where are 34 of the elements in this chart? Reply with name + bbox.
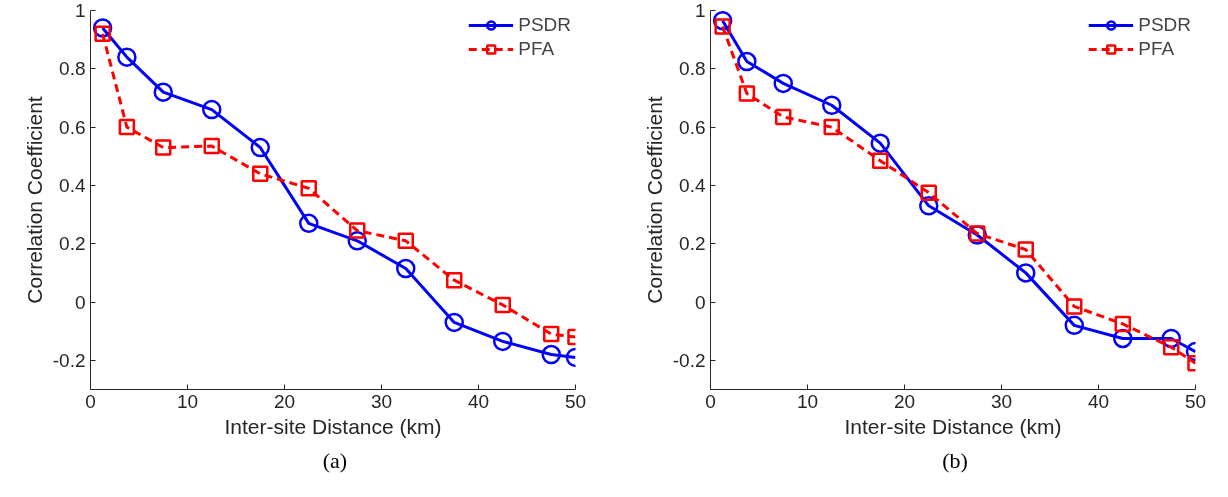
y-tick-label: 0.4 xyxy=(679,174,706,196)
legend-label: PFA xyxy=(518,38,555,60)
text: (a) xyxy=(322,447,348,475)
x-tick-label: 10 xyxy=(176,390,199,412)
y-tick-label: -0.2 xyxy=(672,349,706,371)
x-axis-title: Inter-site Distance (km) xyxy=(224,414,442,438)
legend-label: PFA xyxy=(1138,38,1175,60)
y-tick-label: 1 xyxy=(694,0,706,21)
legend-label: PSDR xyxy=(1138,14,1191,36)
legend-label: PSDR xyxy=(518,14,571,36)
x-tick-label: 50 xyxy=(1184,390,1207,412)
y-tick-label: -0.2 xyxy=(52,349,86,371)
y-tick-label: 0.6 xyxy=(59,116,86,138)
text: (b) xyxy=(942,447,968,475)
y-tick-label: 1 xyxy=(74,0,86,21)
x-tick-label: 40 xyxy=(467,390,490,412)
y-tick-label: 0.8 xyxy=(679,58,706,80)
y-tick-label: 0.6 xyxy=(679,116,706,138)
y-tick-label: 0 xyxy=(694,291,706,313)
x-tick-label: 30 xyxy=(370,390,393,412)
x-tick-label: 40 xyxy=(1087,390,1110,412)
y-axis-title: Correlation Coefficient xyxy=(22,96,46,304)
x-tick-label: 20 xyxy=(893,390,916,412)
y-tick-label: 0.2 xyxy=(59,233,86,255)
y-axis-title: Correlation Coefficient xyxy=(642,96,666,304)
x-tick-label: 10 xyxy=(796,390,819,412)
x-tick-label: 50 xyxy=(564,390,587,412)
x-tick-label: 20 xyxy=(273,390,296,412)
y-tick-label: 0 xyxy=(74,291,86,313)
y-tick-label: 0.2 xyxy=(679,233,706,255)
y-tick-label: 0.8 xyxy=(59,58,86,80)
x-axis-title: Inter-site Distance (km) xyxy=(844,414,1062,438)
x-tick-label: 30 xyxy=(990,390,1013,412)
y-tick-label: 0.4 xyxy=(59,174,86,196)
